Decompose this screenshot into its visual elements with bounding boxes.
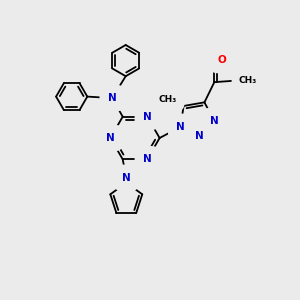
Text: N: N [108,93,117,103]
Text: N: N [210,116,219,126]
Text: N: N [143,112,152,122]
Text: O: O [218,55,226,65]
Text: CH₃: CH₃ [159,95,177,104]
Text: N: N [176,122,185,132]
Text: N: N [106,133,115,143]
Text: N: N [195,131,204,141]
Text: CH₃: CH₃ [239,76,257,85]
Text: N: N [143,154,152,164]
Text: N: N [122,173,131,183]
